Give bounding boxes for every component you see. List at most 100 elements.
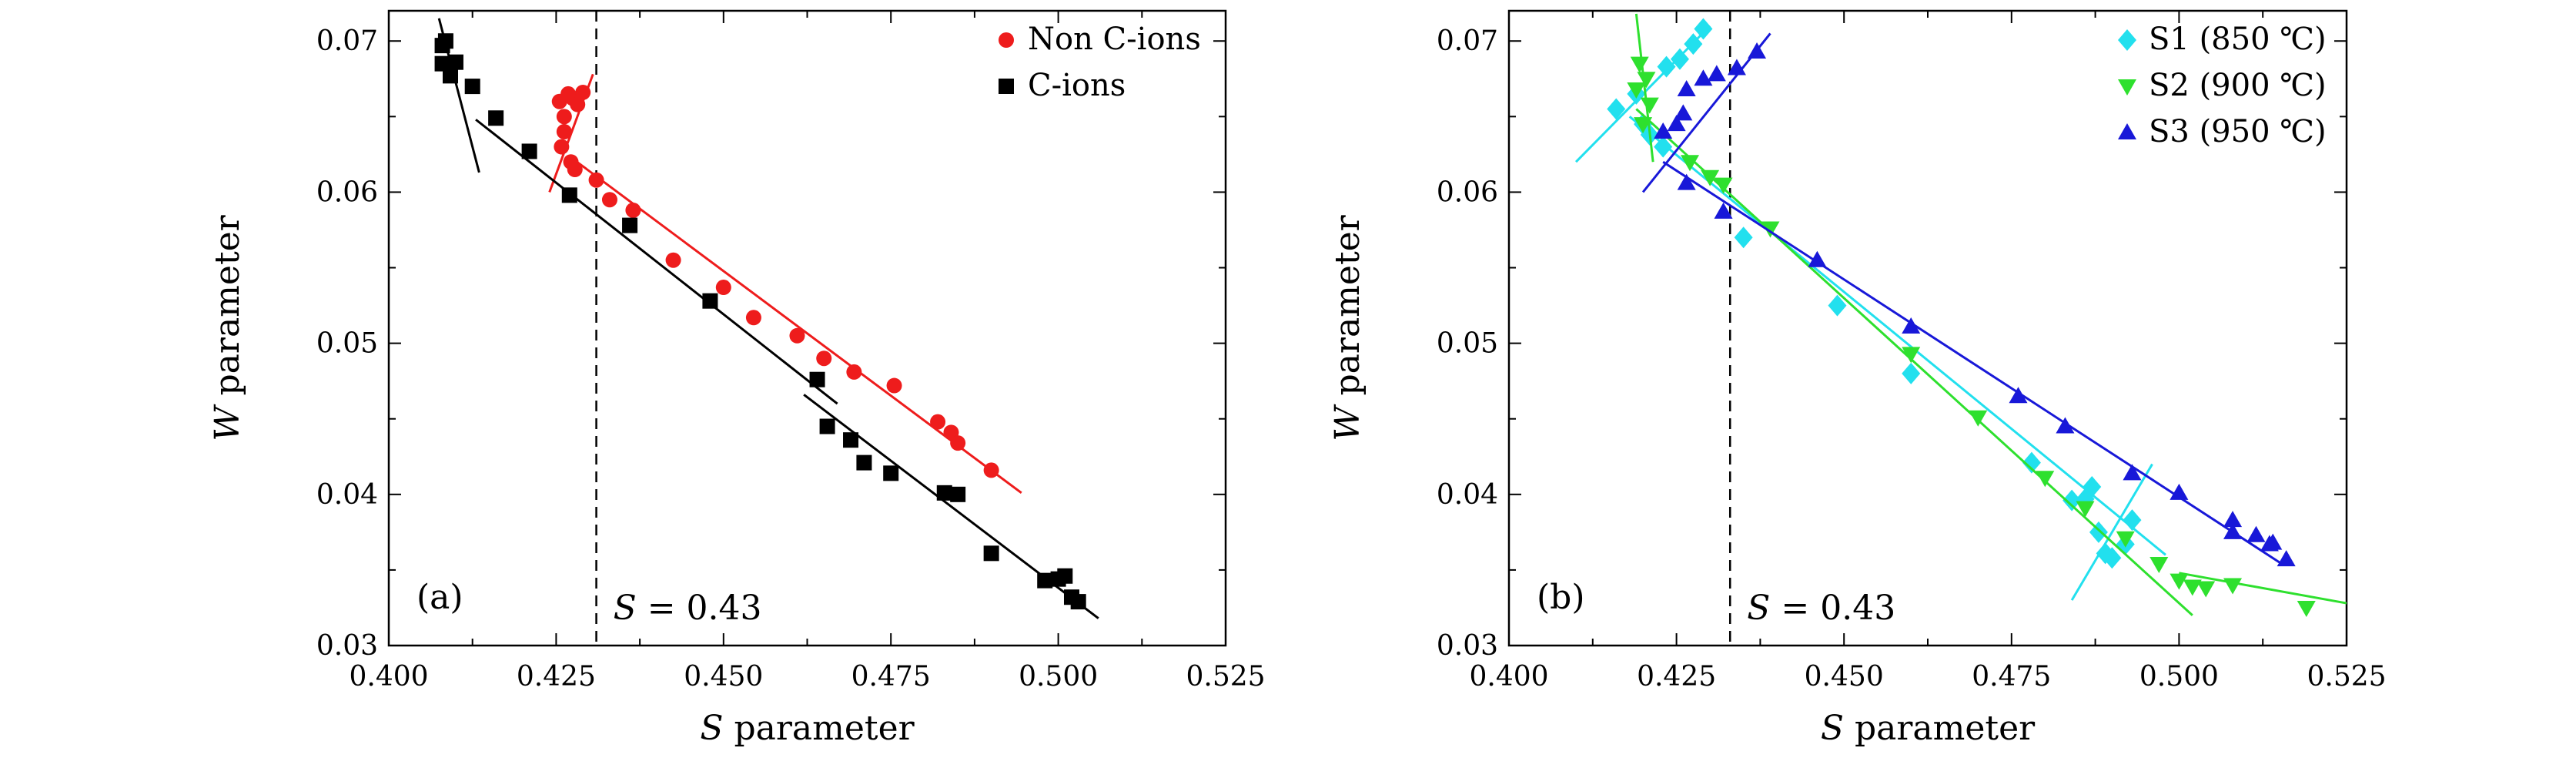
- y-axis-label: W parameter: [208, 214, 247, 441]
- data-point: [843, 432, 859, 448]
- data-point: [2246, 525, 2266, 542]
- data-point: [622, 217, 638, 233]
- x-axis-label: S parameter: [700, 709, 915, 748]
- data-point: [567, 162, 583, 177]
- y-axis-label-text: parameter: [1328, 214, 1367, 406]
- data-point: [1684, 33, 1703, 55]
- data-point: [1634, 117, 1653, 134]
- data-point: [1654, 122, 1673, 139]
- x-tick-label: 0.450: [684, 661, 763, 693]
- data-point: [745, 310, 761, 326]
- data-point: [2297, 600, 2316, 617]
- reference-line-symbol: S: [1747, 589, 1770, 628]
- fit-line: [1634, 13, 1654, 163]
- data-point: [983, 545, 999, 562]
- data-point: [1727, 59, 1746, 75]
- y-tick-label: 0.06: [316, 176, 378, 208]
- data-point: [2103, 547, 2122, 569]
- chart-panel-a: 0.400 0.425 0.450 0.475 0.500 0.525 0.03 0.04 0.…: [208, 9, 1266, 748]
- data-point: [2123, 509, 2142, 532]
- series-c-ions: [434, 18, 1099, 619]
- data-point: [886, 377, 902, 394]
- data-point: [2149, 557, 2169, 574]
- legend-label: S3 (950 ℃): [2149, 114, 2327, 149]
- y-tick-label: 0.05: [1437, 328, 1498, 360]
- series-s3: [1641, 32, 2296, 567]
- data-point: [1057, 568, 1073, 584]
- series-s2: [1627, 13, 2347, 617]
- data-point: [575, 84, 591, 100]
- y-axis-label-symbol: W: [208, 404, 247, 441]
- reference-line-label: S = 0.43: [1747, 589, 1895, 628]
- data-point: [2170, 573, 2189, 590]
- data-point: [2036, 471, 2055, 488]
- data-point: [2009, 387, 2028, 404]
- legend-label: S2 (900 ℃): [2149, 68, 2327, 103]
- data-point: [2116, 531, 2135, 548]
- data-point: [1627, 82, 1646, 99]
- legend-marker: [2118, 123, 2136, 139]
- data-point: [1637, 72, 1656, 89]
- legend-marker: [999, 32, 1014, 48]
- data-point: [1037, 572, 1053, 589]
- data-point: [1701, 169, 1720, 186]
- chart-panel-b: 0.400 0.425 0.450 0.475 0.500 0.525 0.03 0.04 0.…: [1328, 9, 2387, 748]
- data-point: [601, 192, 617, 208]
- data-point: [1714, 202, 1733, 219]
- x-tick-label: 0.400: [349, 661, 428, 693]
- fit-line: [1635, 108, 2193, 616]
- data-point: [1761, 221, 1780, 238]
- series-s1: [1574, 18, 2166, 601]
- data-point: [447, 54, 463, 70]
- y-tick-label: 0.03: [1437, 630, 1498, 662]
- data-point: [561, 187, 577, 203]
- data-point: [950, 435, 966, 451]
- data-point: [521, 143, 537, 159]
- data-point: [1902, 317, 1921, 334]
- y-tick-label: 0.03: [316, 630, 378, 662]
- data-point: [1902, 362, 1921, 384]
- fit-line: [2179, 572, 2347, 605]
- fit-line: [1641, 32, 1771, 193]
- data-point: [1654, 136, 1673, 158]
- y-axis-label-symbol: W: [1328, 404, 1367, 441]
- data-point: [819, 418, 835, 434]
- data-point: [554, 139, 570, 155]
- data-point: [809, 371, 825, 387]
- data-point: [1714, 177, 1733, 194]
- data-point: [2022, 451, 2041, 474]
- x-tick-label: 0.400: [1469, 661, 1548, 693]
- fit-line: [2070, 463, 2153, 601]
- data-point: [1070, 594, 1086, 610]
- plot-frame: [387, 9, 1227, 647]
- data-point: [1694, 69, 1713, 86]
- panel-label: (a): [417, 578, 463, 617]
- x-tick-label: 0.425: [1637, 661, 1716, 693]
- data-point: [570, 96, 586, 112]
- y-axis-label-text: parameter: [208, 214, 247, 406]
- legend-marker: [2118, 29, 2136, 51]
- data-point: [2223, 511, 2243, 528]
- data-point: [2263, 533, 2283, 550]
- x-tick-label: 0.450: [1805, 661, 1884, 693]
- x-axis-label-text: parameter: [723, 709, 915, 748]
- data-point: [434, 55, 450, 72]
- data-point: [1670, 48, 1689, 70]
- y-tick-label: 0.07: [316, 25, 378, 57]
- data-point: [2223, 578, 2243, 595]
- data-point: [588, 172, 604, 188]
- reference-line-label: S = 0.43: [614, 589, 762, 628]
- data-point: [789, 327, 805, 344]
- data-point: [930, 414, 946, 430]
- data-point: [715, 280, 731, 296]
- data-point: [1902, 347, 1921, 364]
- data-point: [2056, 417, 2075, 434]
- data-point: [2196, 581, 2216, 598]
- data-point: [443, 68, 459, 84]
- fit-line: [475, 119, 838, 405]
- data-point: [2123, 464, 2142, 481]
- data-point: [2062, 489, 2082, 511]
- x-axis-label-text: parameter: [1844, 709, 2036, 748]
- fit-line: [1628, 116, 2166, 556]
- data-point: [1707, 65, 1726, 82]
